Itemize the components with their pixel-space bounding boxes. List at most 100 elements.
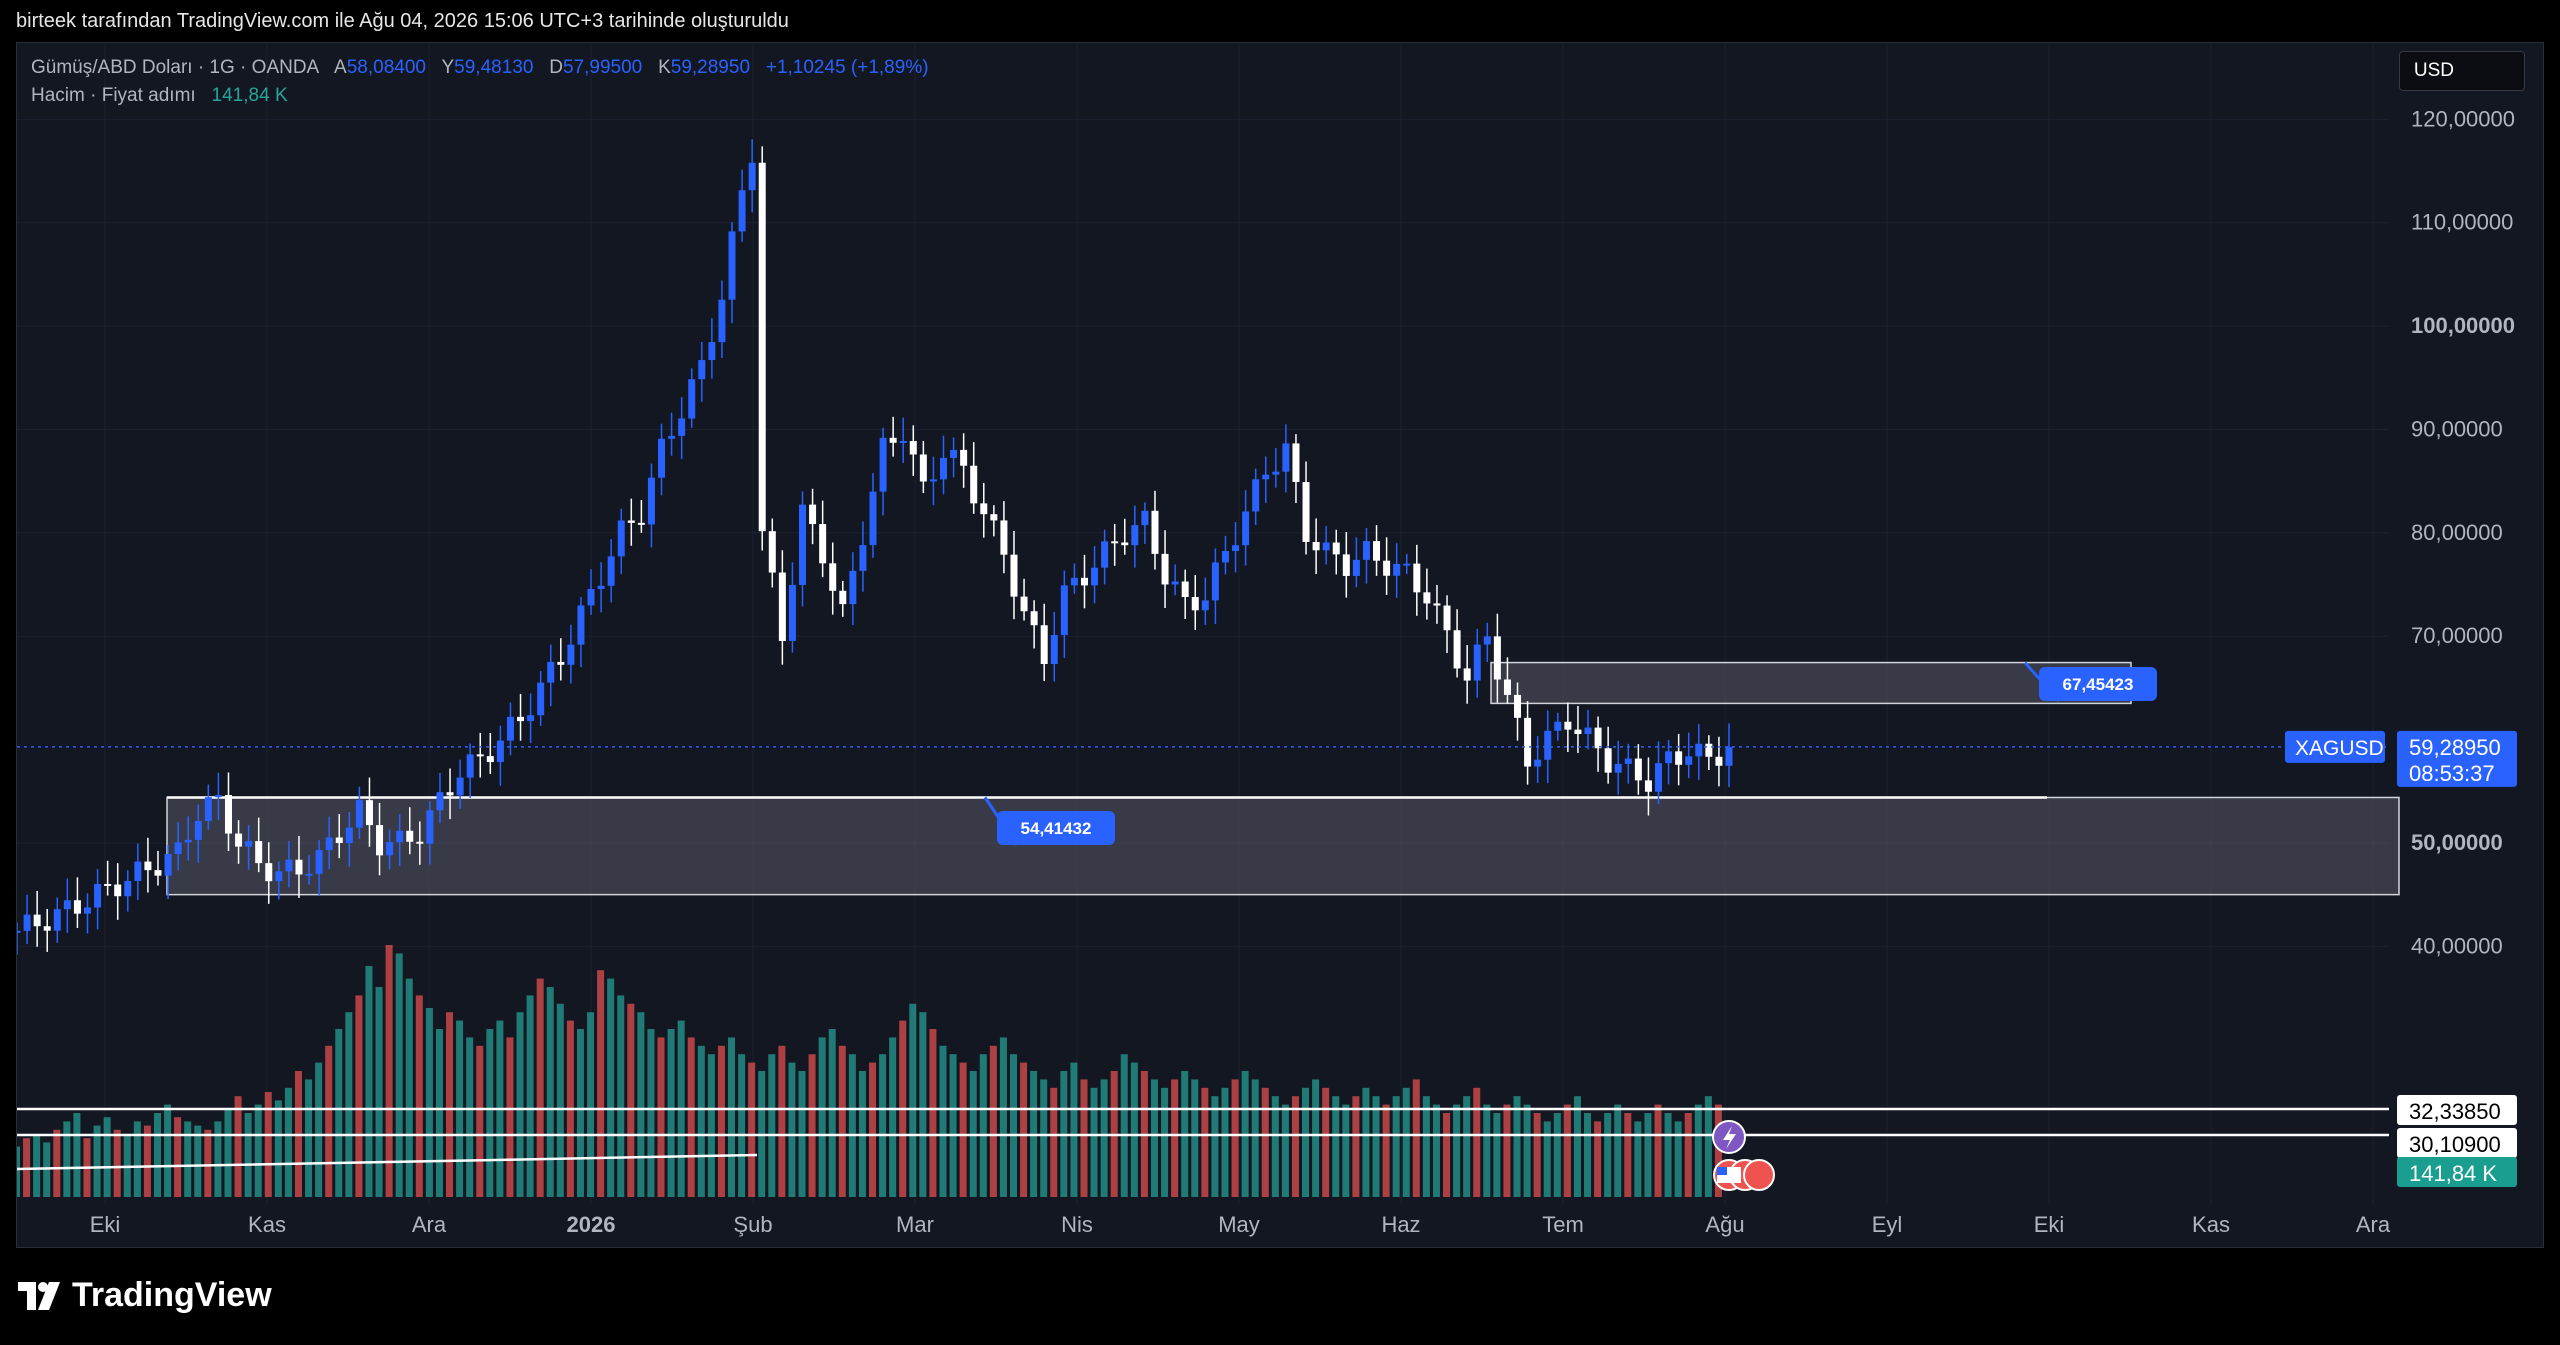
candle-body [758, 162, 766, 532]
level-tag-lower-box [2397, 1128, 2517, 1158]
annotation-low-box [997, 811, 1115, 845]
candle-body [1453, 630, 1461, 669]
volume-bar [435, 1029, 443, 1197]
candle-body [1483, 636, 1491, 645]
volume-bar [1684, 1113, 1692, 1197]
volume-bar [1694, 1104, 1702, 1197]
volume-bar [1090, 1087, 1098, 1197]
y-tick-label: 40,00000 [2411, 933, 2503, 958]
candle-body [305, 873, 313, 876]
x-tick-label: May [1218, 1212, 1260, 1237]
candle-body [668, 435, 676, 439]
x-tick-label: Eyl [1872, 1212, 1903, 1237]
candle-body [23, 914, 31, 931]
candle-body [1362, 541, 1370, 560]
candle-body [1221, 551, 1229, 563]
candle-body [829, 563, 837, 591]
chart-caption: birteek tarafından TradingView.com ile A… [16, 10, 789, 32]
candle-body [889, 437, 897, 443]
volume-bar [17, 1146, 20, 1197]
candle-body [698, 360, 706, 380]
candle-body [1393, 563, 1401, 576]
chart-panel[interactable]: 120,00000 110,00000 100,00000 90,00000 80,00… [16, 42, 2544, 1248]
volume-bar [738, 1054, 746, 1197]
volume-bar [1503, 1104, 1511, 1197]
candle-body [73, 900, 81, 914]
volume-bar [184, 1121, 192, 1197]
y-tick-label: 80,00000 [2411, 520, 2503, 545]
candle-body [456, 777, 464, 796]
volume-value: 141,84 K [211, 85, 288, 106]
x-tick-label: Ağu [1705, 1212, 1744, 1237]
volume-bar [1130, 1062, 1138, 1197]
volume-bar [33, 1134, 41, 1197]
candle-body [406, 830, 414, 842]
candle-body [980, 503, 988, 515]
candle-body [768, 531, 776, 573]
price-chart[interactable]: 120,00000 110,00000 100,00000 90,00000 80,00… [17, 43, 2543, 1247]
volume-bar [1453, 1104, 1461, 1197]
candle-body [214, 795, 222, 798]
candle-body [778, 572, 786, 641]
volume-bar [1664, 1113, 1672, 1197]
volume-bar [576, 1029, 584, 1197]
candle-body [1080, 577, 1088, 586]
volume-bar [1483, 1104, 1491, 1197]
candle-body [1655, 763, 1663, 792]
volume-bar [697, 1045, 705, 1197]
volume-bar [345, 1012, 353, 1197]
volume-bar [1523, 1104, 1531, 1197]
us-flag-canton [1717, 1167, 1727, 1175]
us-flag-icon [1743, 1159, 1775, 1191]
high-value: 59,48130 [454, 57, 534, 78]
candle-body [799, 504, 807, 585]
candle-body [1282, 443, 1290, 472]
candle-body [1634, 758, 1642, 781]
candle-body [144, 861, 152, 871]
x-tick-label: Haz [1381, 1212, 1420, 1237]
volume-bar [1594, 1121, 1602, 1197]
volume-bar [1150, 1079, 1158, 1197]
currency-selector[interactable]: USD [2398, 51, 2525, 91]
volume-bar [516, 1012, 524, 1197]
candle-body [577, 605, 585, 645]
symbol-tag-text: XAGUSD [2295, 737, 2384, 760]
tradingview-logo-icon [18, 1281, 60, 1310]
volume-bar [1443, 1113, 1451, 1197]
trend-line [17, 1153, 758, 1171]
volume-bar [415, 995, 423, 1197]
y-tick-label: 120,00000 [2411, 106, 2515, 131]
volume-bar [869, 1062, 876, 1197]
candle-body [708, 342, 716, 361]
candle-body [285, 859, 293, 872]
candle-body [1493, 636, 1501, 680]
candle-body [1534, 759, 1542, 767]
candle-body [476, 754, 484, 757]
candle-body [114, 884, 122, 897]
volume-bar [1231, 1079, 1239, 1197]
volume-bar [1463, 1096, 1471, 1197]
tradingview-logo[interactable]: TradingView [18, 1276, 272, 1315]
volume-bar [1714, 1104, 1722, 1197]
symbol-title[interactable]: Gümüş/ABD Doları · 1G · OANDA [31, 57, 320, 78]
candle-body [94, 883, 102, 908]
volume-bar [224, 1108, 232, 1197]
candle-body [1594, 727, 1602, 749]
volume-bar [1312, 1079, 1320, 1197]
volume-bar [113, 1129, 121, 1197]
candle-body [235, 833, 243, 847]
volume-title[interactable]: Hacim · Fiyat adımı [31, 85, 196, 106]
volume-bar [103, 1117, 111, 1197]
candle-body [587, 589, 595, 606]
volume-bar [1563, 1104, 1571, 1197]
volume-bar [1573, 1096, 1581, 1197]
candle-body [1151, 510, 1159, 554]
symbol-tag-box [2285, 730, 2385, 763]
open-label: A [334, 57, 347, 78]
candle-body [1161, 553, 1169, 585]
x-tick-label: Eki [90, 1212, 121, 1237]
candle-body [1695, 743, 1703, 757]
candle-body [1433, 603, 1441, 606]
candle-body [134, 861, 142, 881]
candle-body [1715, 756, 1723, 766]
